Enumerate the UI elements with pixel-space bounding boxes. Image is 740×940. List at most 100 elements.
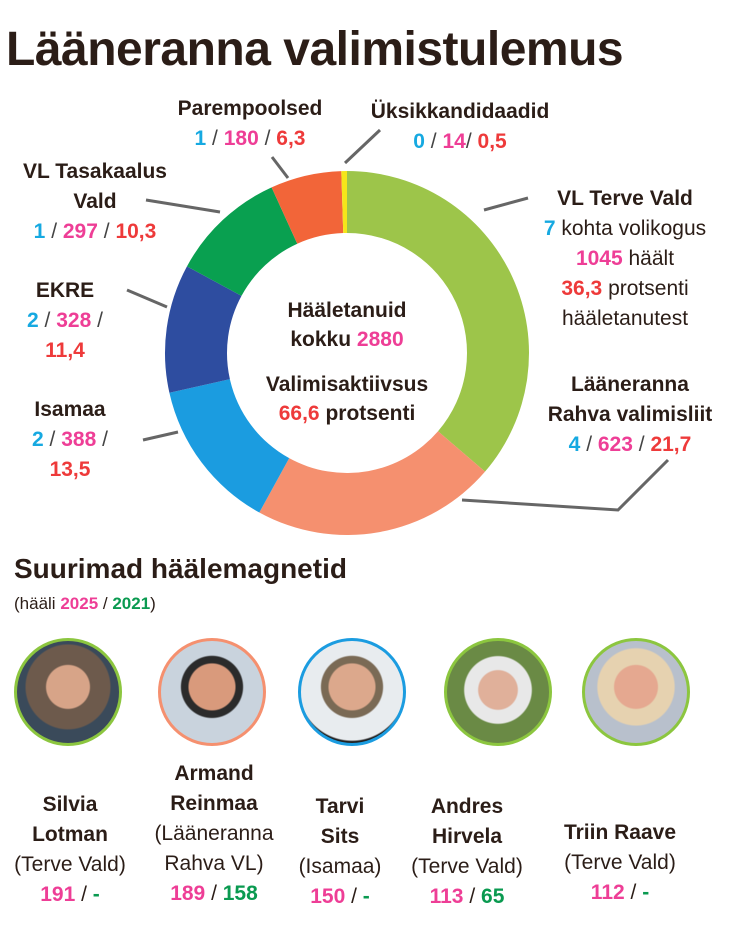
slice-üksikkandidaadid <box>341 171 347 234</box>
leader-line-terve <box>483 196 529 212</box>
label-tasakaalus: VL Tasakaalus Vald 1 / 297 / 10,3 <box>0 157 190 247</box>
leader-line-isamaa <box>142 430 179 442</box>
party-name: Lääneranna <box>571 373 689 396</box>
votes: 180 <box>223 127 259 150</box>
votes: 328 <box>56 309 92 332</box>
turnout-unit: protsenti <box>325 402 416 425</box>
percent: 36,3 <box>561 277 603 300</box>
party-name: Isamaa <box>34 398 106 421</box>
turnout-label: Valimisaktiivsus <box>265 373 429 396</box>
candidate-party: (Terve Vald) <box>411 855 523 878</box>
candidate-name: Andres <box>430 795 504 818</box>
party-name: VL Tasakaalus <box>23 160 167 183</box>
total-label-2: kokku <box>290 328 352 351</box>
party-name-2: Vald <box>73 190 117 213</box>
votes-2021: - <box>92 883 100 906</box>
party-name: EKRE <box>35 279 95 302</box>
votes-2021: 158 <box>222 882 258 905</box>
photo-tarvi-sits <box>298 638 406 746</box>
slice-isamaa <box>169 379 290 513</box>
leader-line-ekre <box>126 288 168 309</box>
label-ekre: EKRE 2 / 328 / 11,4 <box>10 276 120 366</box>
slice-vl-tasakaalus-vald <box>186 187 298 296</box>
candidate-tarvi-sits: Tarvi Sits (Isamaa) 150 / - <box>265 792 415 912</box>
percent: 10,3 <box>115 220 157 243</box>
party-name: VL Terve Vald <box>557 187 693 210</box>
candidate-andres-hirvela: Andres Hirvela (Terve Vald) 113 / 65 <box>392 792 542 912</box>
votes-2025: 113 <box>429 885 464 908</box>
party-name: Parempoolsed <box>177 97 323 120</box>
votes-2021: - <box>642 881 650 904</box>
percent: 11,4 <box>45 339 85 362</box>
candidate-name-2: Lotman <box>32 823 108 846</box>
party-name: Üksikkandidaadid <box>370 100 550 123</box>
turnout-value: 66,6 <box>278 402 320 425</box>
donut-chart <box>126 128 670 535</box>
label-isamaa: Isamaa 2 / 388 / 13,5 <box>10 395 130 485</box>
seats: 2 <box>27 309 39 332</box>
percent: 6,3 <box>276 127 306 150</box>
candidate-party-2: Rahva VL) <box>164 852 264 875</box>
photo-silvia-lotman <box>14 638 122 746</box>
candidate-party: (Terve Vald) <box>564 851 676 874</box>
votes: 14 <box>442 130 466 153</box>
sub-prefix: (hääli <box>14 594 56 613</box>
candidate-name: Tarvi <box>315 795 365 818</box>
seats-text: kohta volikogus <box>561 217 707 240</box>
party-name-2: Rahva valimisliit <box>547 403 713 426</box>
seats: 0 <box>413 130 425 153</box>
votes-2025: 189 <box>170 882 206 905</box>
votes: 388 <box>61 428 97 451</box>
slice-vl-terve-vald <box>347 171 529 472</box>
leader-line-rahva <box>461 458 670 512</box>
year-2025: 2025 <box>60 594 99 613</box>
center-total: Hääletanuid kokku 2880 <box>227 296 467 354</box>
candidate-party: (Lääneranna <box>154 822 274 845</box>
total-value: 2880 <box>356 328 404 351</box>
leader-line-yksik <box>343 128 382 165</box>
candidate-party: (Isamaa) <box>298 855 382 878</box>
candidate-name: Silvia <box>42 793 98 816</box>
leader-line-tasakaalus <box>145 198 221 214</box>
magnets-subtitle: (hääli 2025 / 2021) <box>14 594 156 613</box>
votes-2025: 112 <box>590 881 625 904</box>
votes-2021: - <box>362 885 370 908</box>
label-rahva: Lääneranna Rahva valimisliit 4 / 623 / 2… <box>520 370 740 460</box>
candidate-silvia-lotman: Silvia Lotman (Terve Vald) 191 / - <box>0 790 145 910</box>
percent: 13,5 <box>49 458 91 481</box>
total-label: Hääletanuid <box>287 299 407 322</box>
votes: 297 <box>62 220 98 243</box>
percent-text: protsenti <box>608 277 689 300</box>
slice-lääneranna-rahva-valimisliit <box>259 431 486 535</box>
votes-2021: 65 <box>481 885 505 908</box>
votes: 1045 <box>575 247 623 270</box>
percent: 0,5 <box>477 130 507 153</box>
label-terve-vald: VL Terve Vald 7 kohta volikogus 1045 hää… <box>520 184 730 334</box>
label-parempoolsed: Parempoolsed 1 / 180 / 6,3 <box>150 94 350 154</box>
percent: 21,7 <box>650 433 692 456</box>
candidate-name-2: Sits <box>320 825 360 848</box>
percent-text-2: hääletanutest <box>561 307 689 330</box>
seats: 7 <box>543 217 556 240</box>
candidate-party: (Terve Vald) <box>14 853 126 876</box>
seats: 4 <box>568 433 581 456</box>
slice-parempoolsed <box>271 171 344 244</box>
candidate-name: Armand <box>174 762 254 785</box>
candidate-name-2: Hirvela <box>431 825 503 848</box>
slice-ekre <box>164 266 242 393</box>
photo-armand-reinmaa <box>158 638 266 746</box>
candidate-triin-raave: Triin Raave (Terve Vald) 112 / - <box>545 818 695 908</box>
page-title: Lääneranna valimistulemus <box>6 23 624 76</box>
leader-line-parem <box>270 156 290 179</box>
photo-triin-raave <box>582 638 690 746</box>
seats: 1 <box>33 220 46 243</box>
photo-andres-hirvela <box>444 638 552 746</box>
candidate-armand-reinmaa: Armand Reinmaa (Lääneranna Rahva VL) 189… <box>139 759 289 909</box>
magnets-title: Suurimad häälemagnetid <box>14 553 347 584</box>
candidate-name-2: Reinmaa <box>170 792 258 815</box>
votes-2025: 150 <box>310 885 346 908</box>
votes: 623 <box>597 433 633 456</box>
label-yksikkandidaadid: Üksikkandidaadid 0 / 14/ 0,5 <box>350 97 570 157</box>
votes-text: häält <box>628 247 675 270</box>
